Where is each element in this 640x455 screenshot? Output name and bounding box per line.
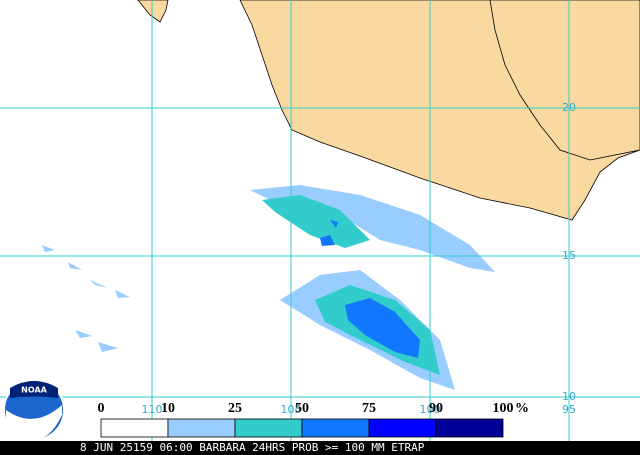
legend-swatch xyxy=(301,418,370,438)
noaa-logo: NOAA xyxy=(3,379,65,441)
lon-label: 95 xyxy=(562,403,576,416)
legend-label: 25 xyxy=(228,401,242,416)
probability-blue xyxy=(320,220,420,358)
logo-text: NOAA xyxy=(21,386,47,395)
legend: 0 10 25 50 75 90 100% xyxy=(98,401,529,438)
legend-label: 0 xyxy=(98,401,105,416)
legend-label: 10 xyxy=(161,401,175,416)
legend-swatch xyxy=(167,418,236,438)
land xyxy=(239,0,640,221)
footer-bar xyxy=(0,441,640,455)
lon-label: 105 xyxy=(281,403,302,416)
legend-label: 90 xyxy=(429,401,443,416)
footer: 8 JUN 25159 06:00 BARBARA 24HRS PROB >= … xyxy=(80,441,425,454)
baja-tip xyxy=(137,0,169,23)
legend-label: 50 xyxy=(295,401,309,416)
legend-swatch xyxy=(100,418,169,438)
lon-label: 100 xyxy=(420,403,441,416)
legend-label: 75 xyxy=(362,401,376,416)
lon-label: 110 xyxy=(142,403,163,416)
legend-unit: % xyxy=(515,401,529,416)
legend-swatch xyxy=(435,418,504,438)
legend-swatch xyxy=(368,418,437,438)
legend-label: 100 xyxy=(493,401,514,416)
legend-swatch xyxy=(234,418,303,438)
